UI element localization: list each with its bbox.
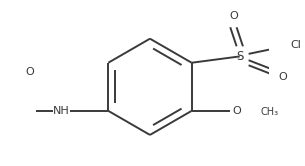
- Text: O: O: [278, 72, 287, 82]
- Text: O: O: [232, 106, 241, 116]
- Text: Cl: Cl: [290, 40, 301, 50]
- Text: O: O: [229, 11, 238, 21]
- Text: CH₃: CH₃: [260, 107, 278, 117]
- Text: O: O: [25, 67, 34, 77]
- Text: NH: NH: [53, 106, 70, 116]
- Text: S: S: [236, 50, 243, 63]
